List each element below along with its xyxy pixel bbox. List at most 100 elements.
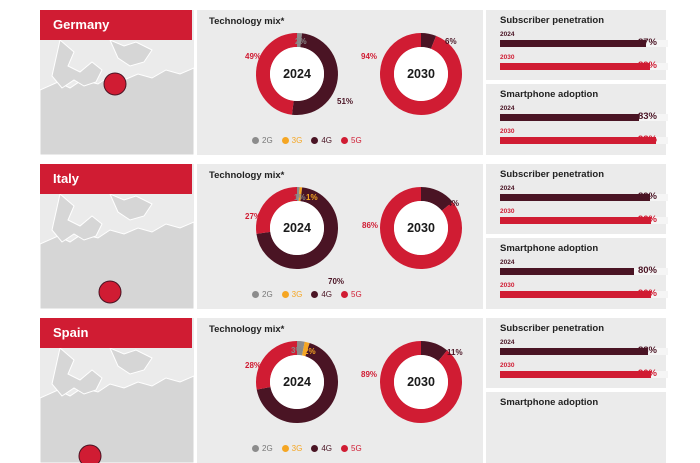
stat-title: Subscriber penetration (500, 169, 604, 180)
donut-center-label: 2024 (283, 221, 311, 235)
stat-title: Subscriber penetration (500, 323, 604, 334)
donut-center-label: 2030 (407, 221, 435, 235)
percent-label: 86% (362, 221, 378, 230)
percent-label: 28% (245, 361, 261, 370)
percent-label: 94% (361, 52, 377, 61)
country-highlight (99, 281, 121, 303)
percent-label: 51% (337, 97, 353, 106)
technology-mix-title: Technology mix* (209, 170, 284, 181)
legend-label: 3G (292, 136, 303, 145)
donut-segment-4g (421, 348, 443, 356)
country-highlight (104, 73, 126, 95)
legend-dot-5g (341, 137, 348, 144)
percent-label: 6% (445, 37, 457, 46)
stat-title: Subscriber penetration (500, 15, 604, 26)
country-panel: Spain (40, 318, 194, 463)
legend-item-4g: 4G (311, 290, 332, 299)
percent-label: 2% (304, 347, 316, 356)
bar-year-label: 2030 (500, 282, 514, 289)
legend-item-4g: 4G (311, 136, 332, 145)
bar-year-label: 2030 (500, 362, 514, 369)
bar-year-label: 2024 (500, 259, 514, 266)
bar-value: 87% (638, 37, 657, 48)
percent-label: 1% (306, 193, 318, 202)
legend-item-3g: 3G (282, 290, 303, 299)
legend-item-2g: 2G (252, 290, 273, 299)
donut-center-label: 2030 (407, 67, 435, 81)
legend-item-2g: 2G (252, 444, 273, 453)
legend-item-2g: 2G (252, 136, 273, 145)
legend: 2G 3G 4G 5G (252, 444, 362, 453)
technology-mix-title: Technology mix* (209, 324, 284, 335)
stat-title: Smartphone adoption (500, 243, 598, 254)
bar-fill (500, 194, 650, 201)
percent-label: 27% (245, 212, 261, 221)
country-name: Spain (40, 318, 192, 348)
legend-dot-2g (252, 445, 259, 452)
percent-label: 89% (361, 370, 377, 379)
legend-dot-5g (341, 445, 348, 452)
bar-fill (500, 371, 651, 378)
legend-item-4g: 4G (311, 444, 332, 453)
country-name: Germany (40, 10, 192, 40)
bar-year-label: 2030 (500, 54, 514, 61)
legend-dot-4g (311, 291, 318, 298)
country-panel: Italy (40, 164, 194, 309)
legend-label: 3G (292, 444, 303, 453)
legend-dot-3g (282, 445, 289, 452)
bar-value: 90% (638, 288, 657, 299)
bar-value: 83% (638, 111, 657, 122)
legend-item-5g: 5G (341, 444, 362, 453)
percent-label: 49% (245, 52, 261, 61)
country-name: Italy (40, 164, 192, 194)
bar-value: 89% (638, 191, 657, 202)
technology-mix-title: Technology mix* (209, 16, 284, 27)
country-row: Germany Technology mix* 2024 2% 51% 49% 2030 6%… (40, 10, 666, 155)
legend-label: 4G (321, 136, 332, 145)
bar-fill (500, 291, 651, 298)
map-thumbnail (40, 348, 194, 463)
legend-label: 4G (321, 290, 332, 299)
donut-center-label: 2030 (407, 375, 435, 389)
bar-value: 88% (638, 345, 657, 356)
legend-label: 5G (351, 290, 362, 299)
donut-center-label: 2024 (283, 375, 311, 389)
bar-year-label: 2030 (500, 128, 514, 135)
percent-label: 2% (295, 37, 307, 46)
country-panel: Germany (40, 10, 194, 155)
bar-fill (500, 63, 650, 70)
legend-item-3g: 3G (282, 136, 303, 145)
country-highlight (79, 445, 101, 463)
legend-dot-4g (311, 445, 318, 452)
bar-year-label: 2024 (500, 339, 514, 346)
bar-year-label: 2024 (500, 185, 514, 192)
bar-year-label: 2024 (500, 105, 514, 112)
donut-segment-4g (421, 40, 434, 42)
bar-fill (500, 268, 634, 275)
donut-center-label: 2024 (283, 67, 311, 81)
legend-item-5g: 5G (341, 136, 362, 145)
legend-item-3g: 3G (282, 444, 303, 453)
legend: 2G 3G 4G 5G (252, 136, 362, 145)
bar-fill (500, 217, 651, 224)
bar-value: 90% (638, 214, 657, 225)
legend-label: 3G (292, 290, 303, 299)
legend-dot-3g (282, 137, 289, 144)
map-thumbnail (40, 40, 194, 155)
smartphone-adoption-panel: Smartphone adoption (486, 392, 666, 463)
bar-fill (500, 40, 646, 47)
bar-fill (500, 348, 648, 355)
technology-mix-panel: Technology mix* 2024 2% 51% 49% 2030 6% 94% 2G 3G… (197, 10, 483, 155)
legend-dot-5g (341, 291, 348, 298)
percent-label: 14% (443, 199, 459, 208)
stat-title: Smartphone adoption (500, 89, 598, 100)
